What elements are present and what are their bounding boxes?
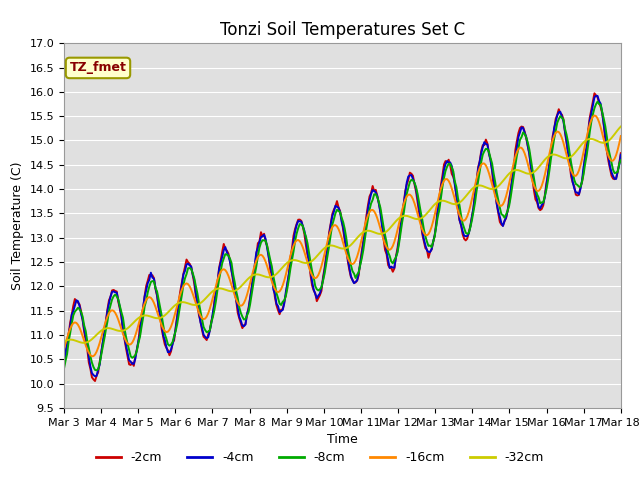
Y-axis label: Soil Temperature (C): Soil Temperature (C): [11, 161, 24, 290]
X-axis label: Time: Time: [327, 433, 358, 446]
Text: TZ_fmet: TZ_fmet: [70, 61, 127, 74]
Title: Tonzi Soil Temperatures Set C: Tonzi Soil Temperatures Set C: [220, 21, 465, 39]
Legend: -2cm, -4cm, -8cm, -16cm, -32cm: -2cm, -4cm, -8cm, -16cm, -32cm: [91, 446, 549, 469]
